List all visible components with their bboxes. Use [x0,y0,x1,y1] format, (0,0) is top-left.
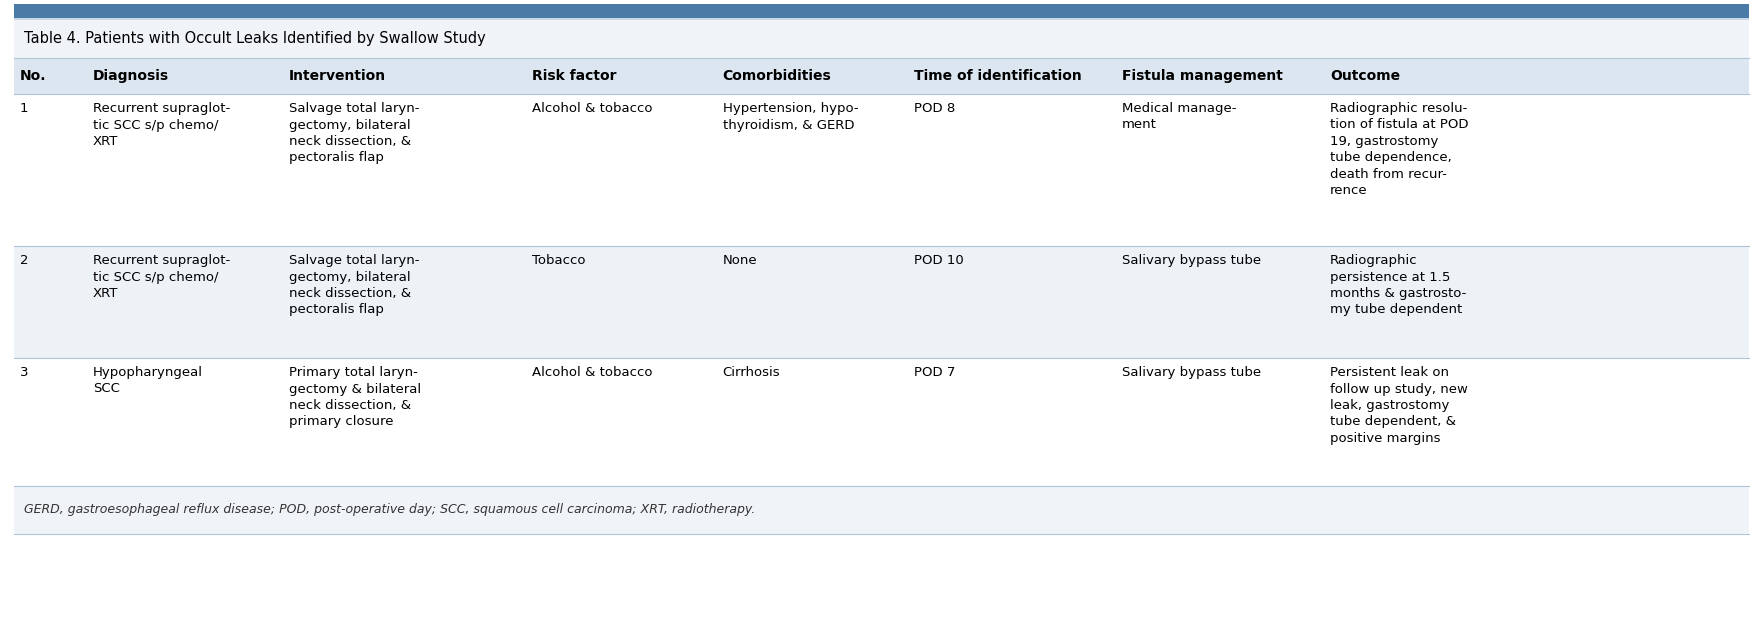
Bar [14,18,1748,20]
Text: Alcohol & tobacco: Alcohol & tobacco [531,102,653,115]
Text: Alcohol & tobacco: Alcohol & tobacco [531,366,653,379]
Text: Medical manage-
ment: Medical manage- ment [1122,102,1237,132]
Text: POD 7: POD 7 [913,366,955,379]
Bar [14,486,1748,534]
Text: Table 4. Patients with Occult Leaks Identified by Swallow Study: Table 4. Patients with Occult Leaks Iden… [25,31,485,46]
Text: None: None [723,254,758,267]
Text: Intervention: Intervention [288,69,385,83]
Bar [14,94,1748,246]
Text: Recurrent supraglot-
tic SCC s/p chemo/
XRT: Recurrent supraglot- tic SCC s/p chemo/ … [93,254,230,300]
Bar [14,20,1748,58]
Text: Recurrent supraglot-
tic SCC s/p chemo/
XRT: Recurrent supraglot- tic SCC s/p chemo/ … [93,102,230,148]
Text: Salvage total laryn-
gectomy, bilateral
neck dissection, &
pectoralis flap: Salvage total laryn- gectomy, bilateral … [288,102,419,164]
Text: POD 10: POD 10 [913,254,964,267]
Bar [14,246,1748,358]
Text: 2: 2 [19,254,28,267]
Text: Risk factor: Risk factor [531,69,616,83]
Text: Comorbidities: Comorbidities [723,69,832,83]
Bar [14,4,1748,18]
Bar [14,58,1748,94]
Text: Cirrhosis: Cirrhosis [723,366,781,379]
Text: Time of identification: Time of identification [913,69,1082,83]
Text: Diagnosis: Diagnosis [93,69,169,83]
Text: Tobacco: Tobacco [531,254,586,267]
Text: Hypertension, hypo-
thyroidism, & GERD: Hypertension, hypo- thyroidism, & GERD [723,102,858,132]
Text: Fistula management: Fistula management [1122,69,1282,83]
Text: GERD, gastroesophageal reflux disease; POD, post-operative day; SCC, squamous ce: GERD, gastroesophageal reflux disease; P… [25,503,755,517]
Text: Salvage total laryn-
gectomy, bilateral
neck dissection, &
pectoralis flap: Salvage total laryn- gectomy, bilateral … [288,254,419,317]
Text: Primary total laryn-
gectomy & bilateral
neck dissection, &
primary closure: Primary total laryn- gectomy & bilateral… [288,366,420,428]
Text: 1: 1 [19,102,28,115]
Text: Radiographic
persistence at 1.5
months & gastrosto-
my tube dependent: Radiographic persistence at 1.5 months &… [1330,254,1467,317]
Bar [14,358,1748,486]
Text: Salivary bypass tube: Salivary bypass tube [1122,366,1261,379]
Text: 3: 3 [19,366,28,379]
Text: Radiographic resolu-
tion of fistula at POD
19, gastrostomy
tube dependence,
dea: Radiographic resolu- tion of fistula at … [1330,102,1469,198]
Text: Salivary bypass tube: Salivary bypass tube [1122,254,1261,267]
Text: Persistent leak on
follow up study, new
leak, gastrostomy
tube dependent, &
posi: Persistent leak on follow up study, new … [1330,366,1467,445]
Text: Hypopharyngeal
SCC: Hypopharyngeal SCC [93,366,202,396]
Text: POD 8: POD 8 [913,102,955,115]
Text: Outcome: Outcome [1330,69,1400,83]
Text: No.: No. [19,69,46,83]
